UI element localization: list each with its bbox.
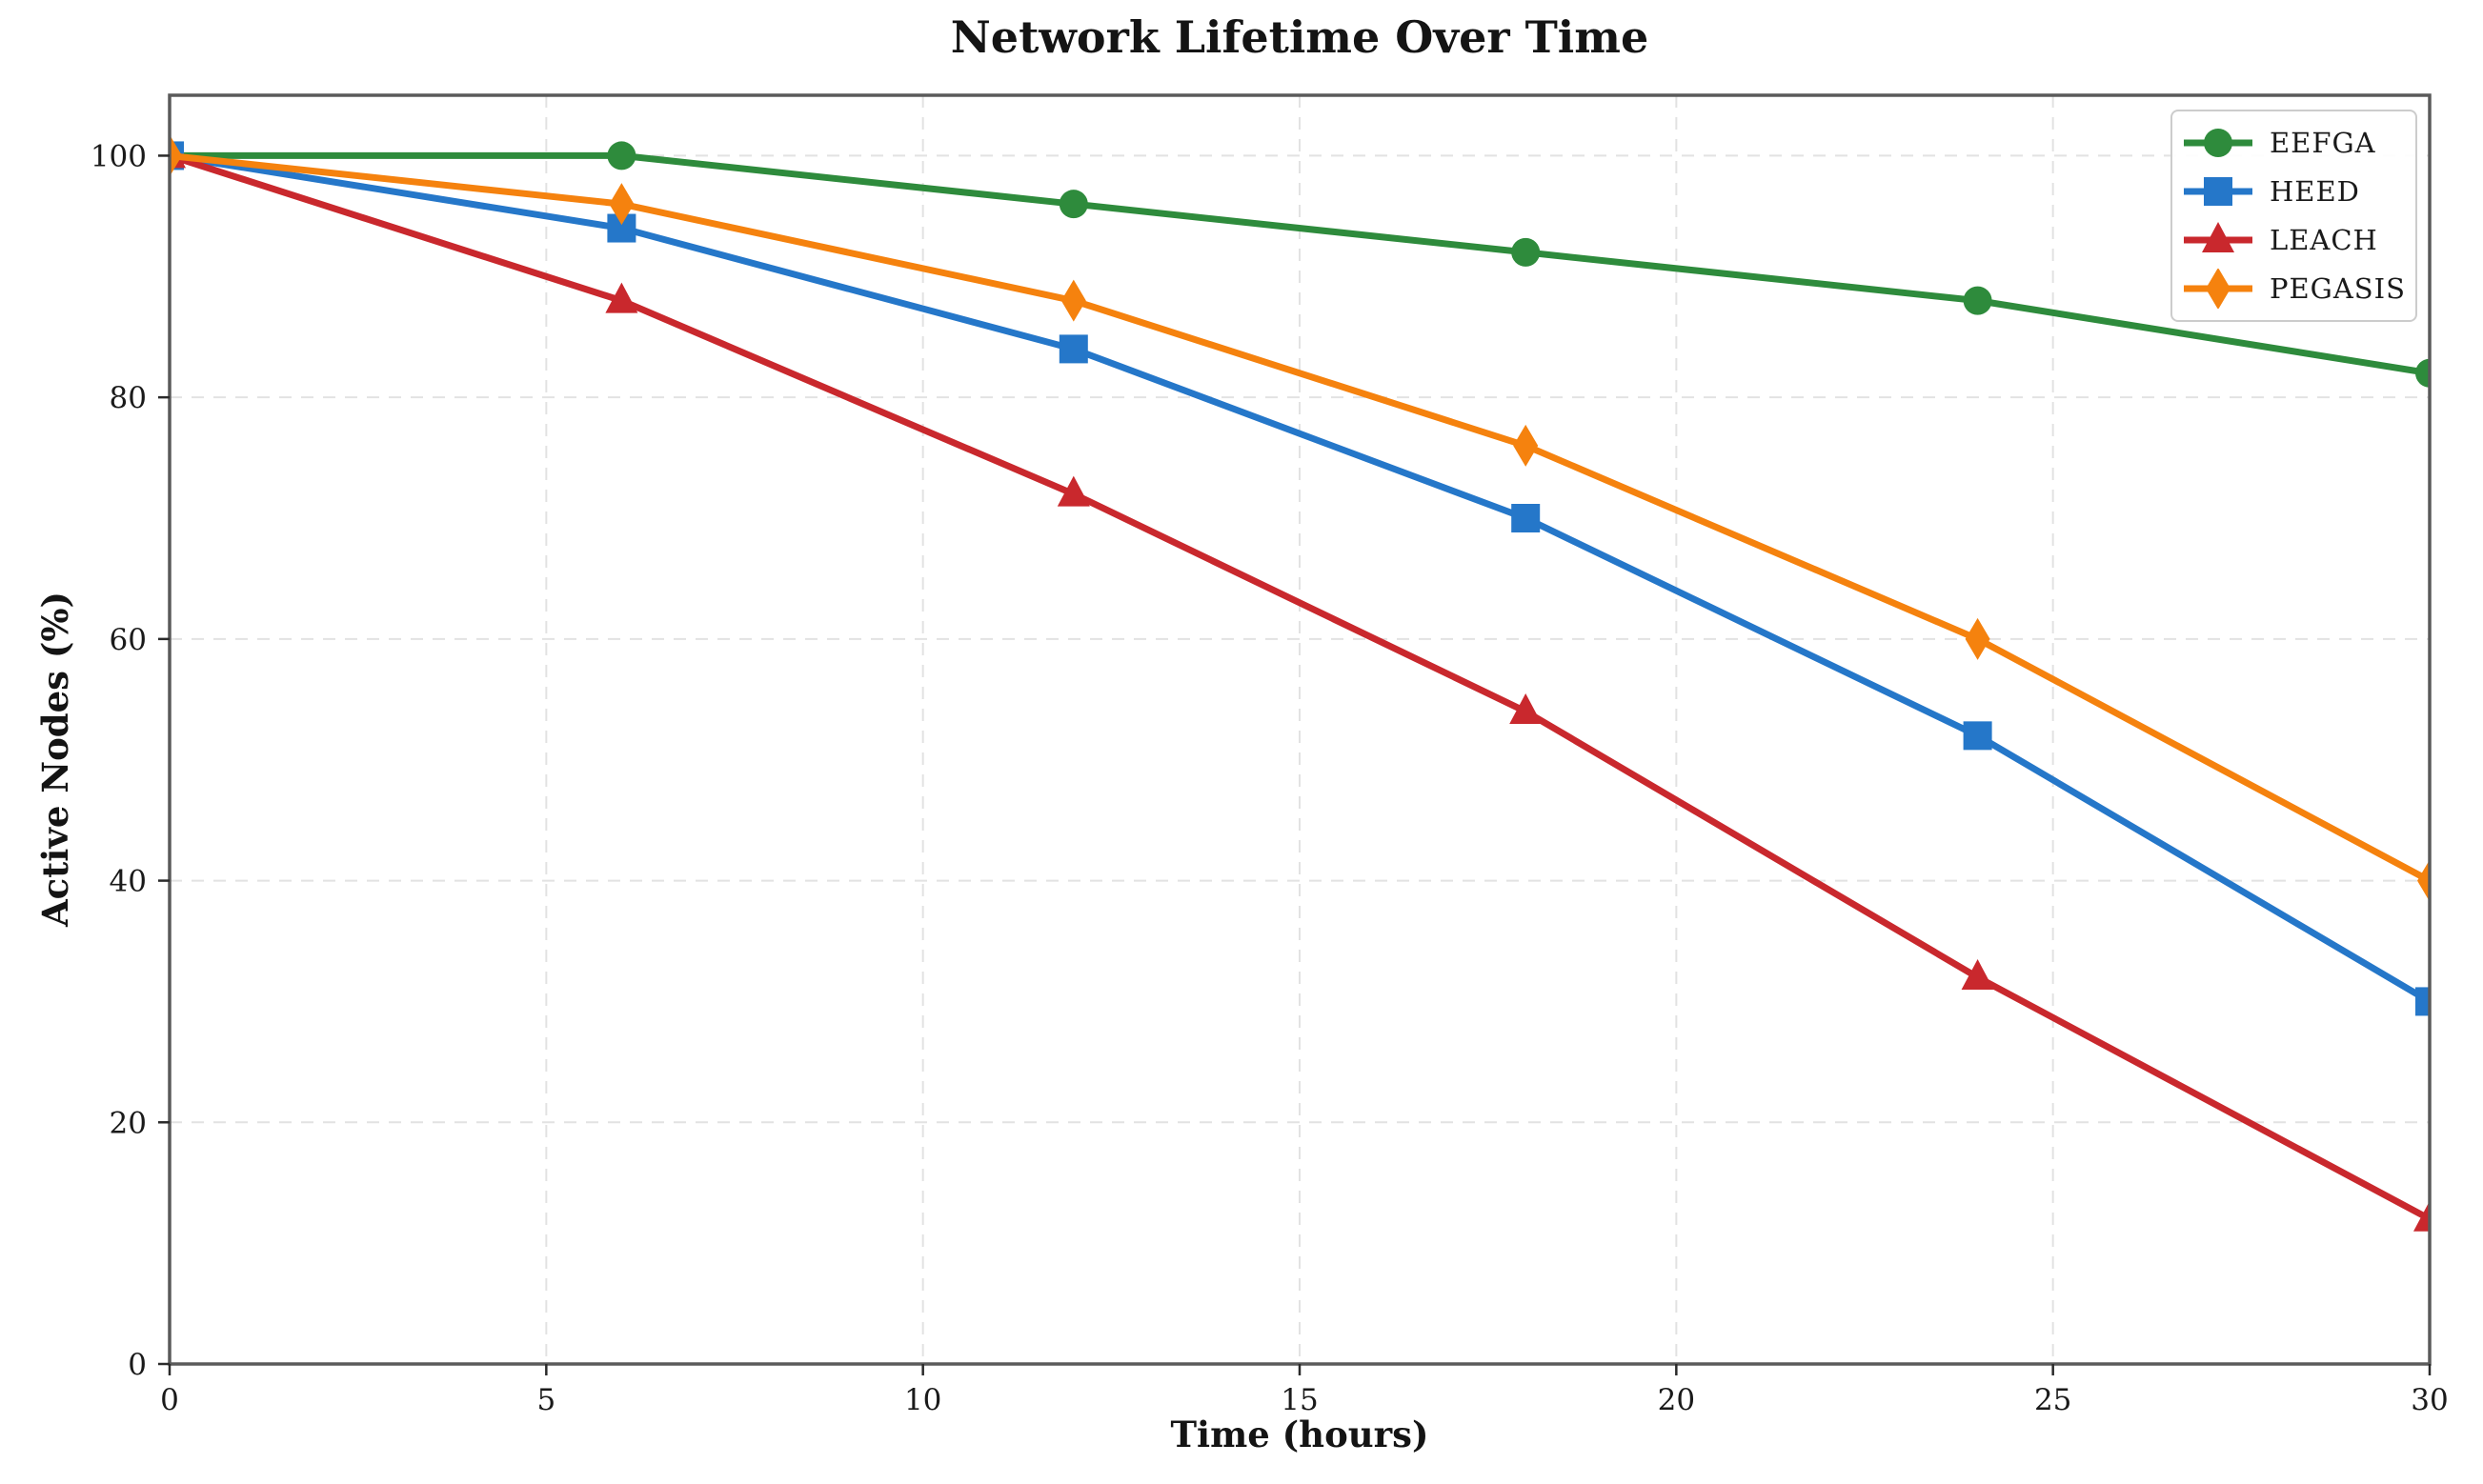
y-tick-label: 0 bbox=[128, 1348, 147, 1382]
legend-label: LEACH bbox=[2270, 224, 2378, 256]
data-point-LEACH bbox=[1057, 475, 1090, 507]
data-point-EEFGA bbox=[1511, 237, 1541, 267]
legend-label: PEGASIS bbox=[2270, 272, 2406, 305]
data-point-HEED bbox=[2415, 987, 2430, 1016]
legend-item-HEED: HEED bbox=[2182, 171, 2406, 211]
data-point-HEED bbox=[1963, 721, 1992, 751]
series-line-HEED bbox=[170, 151, 2430, 1005]
chart-title: Network Lifetime Over Time bbox=[950, 11, 1649, 63]
legend-item-EEFGA: EEFGA bbox=[2182, 123, 2406, 163]
series-line-EEFGA bbox=[170, 151, 2430, 377]
series-line-PEGASIS bbox=[170, 151, 2430, 884]
series-line-LEACH bbox=[170, 152, 2430, 1222]
data-point-HEED bbox=[1059, 334, 1088, 364]
y-tick-label: 100 bbox=[91, 139, 147, 173]
y-tick-label: 60 bbox=[110, 623, 147, 657]
legend-marker-square-icon bbox=[2184, 177, 2252, 206]
data-point-EEFGA bbox=[1059, 190, 1088, 219]
x-tick-label: 25 bbox=[2034, 1383, 2071, 1417]
x-tick-label: 10 bbox=[904, 1383, 941, 1417]
data-point-LEACH bbox=[1509, 692, 1543, 724]
y-tick-label: 80 bbox=[110, 381, 147, 415]
data-point-EEFGA bbox=[1963, 286, 1992, 315]
data-point-EEFGA bbox=[2415, 358, 2430, 388]
x-tick-label: 0 bbox=[160, 1383, 179, 1417]
y-tick-label: 20 bbox=[110, 1106, 147, 1140]
data-point-LEACH bbox=[605, 282, 638, 313]
legend-marker-triangle-icon bbox=[2184, 222, 2252, 252]
x-tick-label: 5 bbox=[536, 1383, 555, 1417]
legend-marker-diamond-icon bbox=[2184, 269, 2252, 309]
x-tick-label: 15 bbox=[1281, 1383, 1318, 1417]
legend-label: EEFGA bbox=[2270, 127, 2376, 159]
legend: EEFGA HEED LEACH PEGASIS bbox=[2170, 110, 2417, 322]
data-point-PEGASIS bbox=[1965, 617, 1990, 660]
x-tick-label: 30 bbox=[2411, 1383, 2448, 1417]
data-point-PEGASIS bbox=[609, 183, 635, 226]
data-point-PEGASIS bbox=[1513, 424, 1539, 467]
data-point-PEGASIS bbox=[1060, 279, 1086, 322]
data-point-HEED bbox=[1511, 504, 1541, 532]
x-tick-label: 20 bbox=[1658, 1383, 1695, 1417]
data-point-EEFGA bbox=[607, 141, 636, 170]
y-axis-label-text: Active Nodes (%) bbox=[34, 591, 76, 928]
x-axis-label: Time (hours) bbox=[1170, 1414, 1429, 1455]
legend-item-PEGASIS: PEGASIS bbox=[2182, 269, 2406, 309]
data-point-LEACH bbox=[1961, 959, 1994, 991]
data-point-PEGASIS bbox=[170, 134, 182, 177]
series-layer bbox=[170, 134, 2430, 1232]
data-point-LEACH bbox=[2413, 1200, 2430, 1232]
legend-label: HEED bbox=[2270, 175, 2360, 208]
legend-marker-circle-icon bbox=[2184, 129, 2252, 157]
legend-item-LEACH: LEACH bbox=[2182, 220, 2406, 260]
data-point-PEGASIS bbox=[2417, 859, 2430, 902]
y-tick-label: 40 bbox=[110, 865, 147, 899]
